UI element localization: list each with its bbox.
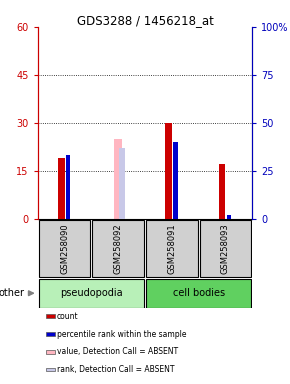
Text: rank, Detection Call = ABSENT: rank, Detection Call = ABSENT xyxy=(57,365,174,374)
FancyBboxPatch shape xyxy=(146,220,197,277)
Bar xyxy=(66,156,70,218)
Title: GDS3288 / 1456218_at: GDS3288 / 1456218_at xyxy=(77,14,213,27)
Bar xyxy=(46,367,55,371)
FancyBboxPatch shape xyxy=(146,279,251,308)
Text: percentile rank within the sample: percentile rank within the sample xyxy=(57,329,186,339)
FancyBboxPatch shape xyxy=(39,220,90,277)
Bar xyxy=(46,350,55,354)
Text: other: other xyxy=(0,288,24,298)
Text: cell bodies: cell bodies xyxy=(173,288,225,298)
Bar xyxy=(58,158,64,218)
Text: GSM258093: GSM258093 xyxy=(221,223,230,274)
Bar xyxy=(227,215,231,218)
FancyBboxPatch shape xyxy=(200,220,251,277)
FancyBboxPatch shape xyxy=(39,279,144,308)
Text: GSM258090: GSM258090 xyxy=(60,223,69,274)
Text: pseudopodia: pseudopodia xyxy=(60,288,123,298)
Bar xyxy=(173,142,178,218)
Bar xyxy=(115,139,122,218)
Bar xyxy=(119,148,125,218)
Bar xyxy=(46,314,55,318)
Text: GSM258092: GSM258092 xyxy=(114,223,123,274)
Text: GSM258091: GSM258091 xyxy=(167,223,176,274)
Bar xyxy=(165,123,172,218)
Bar xyxy=(219,164,226,218)
Text: count: count xyxy=(57,312,79,321)
Text: value, Detection Call = ABSENT: value, Detection Call = ABSENT xyxy=(57,347,178,356)
FancyBboxPatch shape xyxy=(93,220,144,277)
Bar xyxy=(46,332,55,336)
